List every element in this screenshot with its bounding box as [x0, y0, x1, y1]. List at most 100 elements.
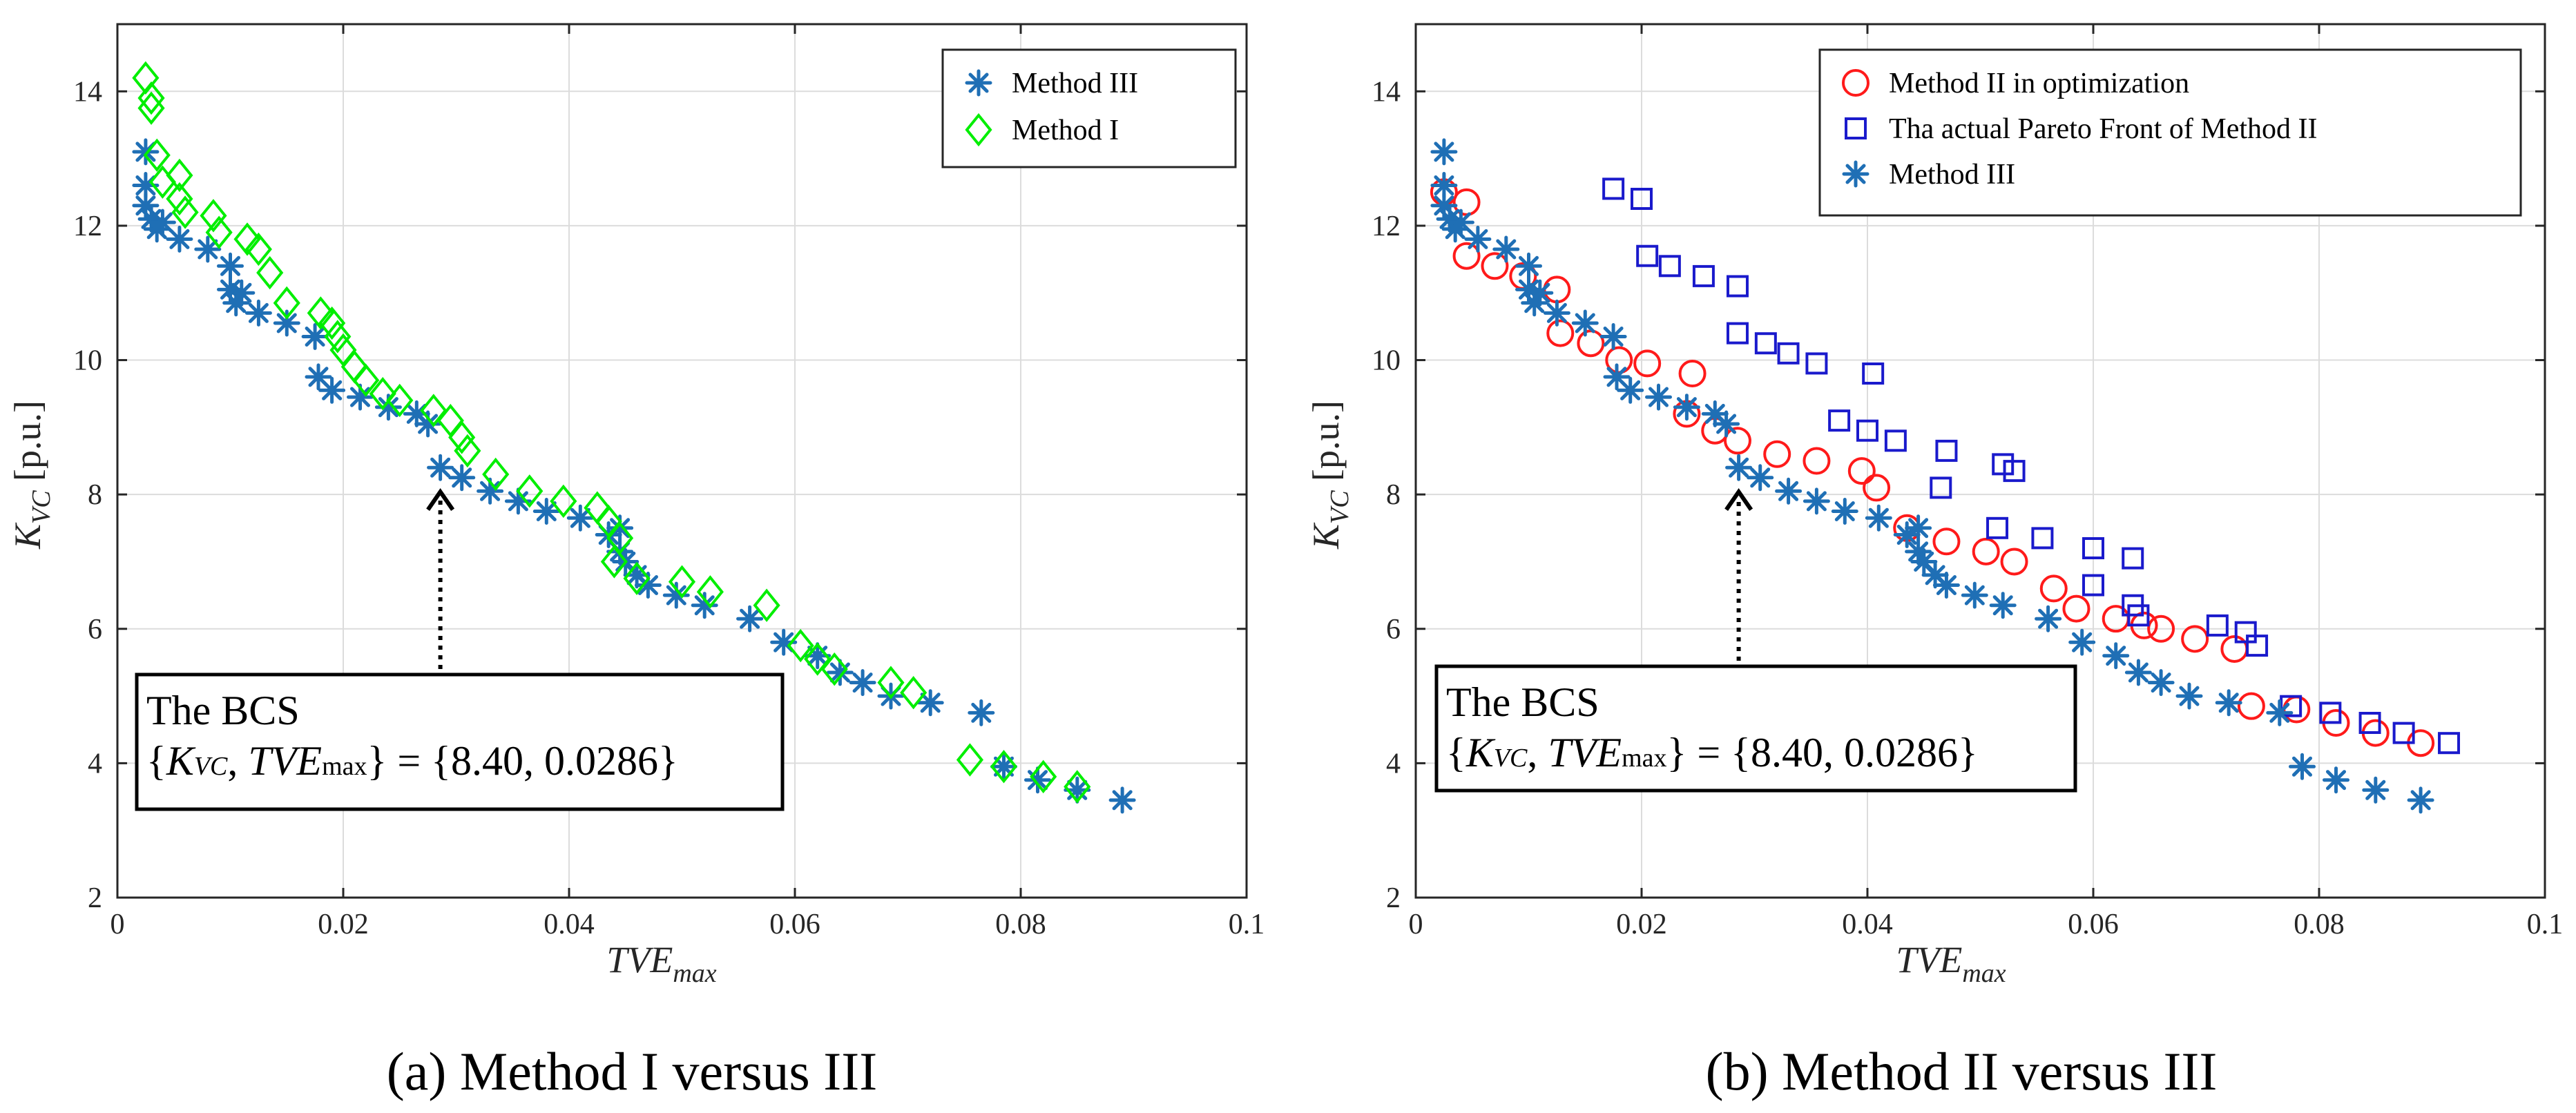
data-point [900, 676, 927, 710]
annotation-box [135, 672, 785, 811]
data-point [166, 158, 193, 193]
data-point [318, 306, 346, 340]
data-point [1723, 427, 1751, 455]
data-point [826, 659, 854, 686]
data-point [273, 309, 300, 337]
x-tick-label: 0 [110, 909, 125, 940]
data-point [1754, 332, 1777, 355]
annotation-k-sub: VC [1494, 744, 1528, 773]
data-point [1447, 209, 1474, 236]
data-point [318, 376, 346, 404]
series-asterisk [1430, 138, 2434, 814]
data-point [1935, 439, 1958, 462]
y-tick-label: 4 [1386, 748, 1401, 780]
x-tick-label: 0.06 [2068, 909, 2119, 940]
data-point [1932, 528, 1961, 556]
data-point [233, 222, 261, 256]
data-point [477, 477, 504, 505]
data-point [2289, 753, 2316, 780]
data-point [1921, 561, 1949, 589]
y-axis-label: KVC [p.u.] [1305, 400, 1354, 550]
data-point [1961, 581, 1988, 609]
data-point [804, 642, 832, 670]
data-point [2237, 692, 2265, 720]
x-axis-label-main: TVE [1896, 939, 1962, 980]
data-point [217, 275, 244, 303]
legend-box [1818, 48, 2522, 217]
data-point [1989, 592, 2017, 619]
data-point [194, 235, 222, 263]
y-tick-label: 12 [1372, 211, 1401, 242]
data-point [403, 400, 430, 427]
data-point [1436, 205, 1463, 233]
y-tick-label: 14 [1372, 76, 1401, 108]
annotation-tve-sub: max [322, 752, 367, 781]
legend-label: Method I [1012, 115, 1119, 146]
series-square [1602, 177, 2461, 755]
legend-label: Tha actual Pareto Front of Method II [1889, 113, 2317, 145]
x-tick-label: 0.1 [1229, 909, 1265, 940]
data-point [1430, 192, 1458, 220]
data-point [2124, 659, 2152, 686]
data-point [550, 484, 577, 519]
data-point [691, 592, 718, 619]
data-point [1464, 225, 1492, 253]
annotation-value: {KVC, TVEmax} = {8.40, 0.0286} [146, 738, 678, 784]
data-point [2039, 574, 2068, 603]
data-point [1543, 299, 1570, 327]
chart-caption: (b) Method II versus III [1706, 1041, 2218, 1101]
annotation-value: {KVC, TVEmax} = {8.40, 0.0286} [1446, 730, 1978, 775]
annotation-title: The BCS [1446, 679, 1599, 725]
data-point [454, 434, 481, 468]
x-axis-label-main: TVE [606, 939, 673, 980]
data-point [305, 363, 332, 391]
y-tick-label: 12 [73, 211, 102, 242]
data-point [1828, 409, 1851, 432]
data-point [448, 420, 476, 454]
data-point [2147, 614, 2175, 643]
annotation-arrow-head [426, 487, 455, 511]
data-point [600, 545, 628, 579]
y-tick-label: 6 [88, 614, 102, 646]
data-point [2407, 786, 2434, 814]
data-point [137, 205, 165, 233]
data-point [2175, 682, 2203, 710]
y-tick-label: 8 [88, 479, 102, 511]
data-point [1064, 770, 1091, 804]
data-point [1777, 342, 1800, 365]
data-point [1571, 309, 1599, 337]
data-point [2082, 537, 2104, 559]
data-point [990, 753, 1017, 780]
data-point [324, 320, 352, 354]
data-point [2000, 548, 2028, 576]
data-point [1603, 363, 1631, 391]
data-point [1599, 323, 1627, 350]
data-point [849, 669, 876, 697]
data-point [1692, 264, 1715, 287]
x-tick-label: 0.06 [769, 909, 820, 940]
annotation-title: The BCS [146, 688, 300, 733]
x-tick-label: 0.04 [1842, 909, 1893, 940]
data-point [2062, 594, 2090, 623]
data-point [623, 561, 651, 589]
data-point [347, 383, 374, 411]
data-point [2031, 527, 2054, 550]
y-tick-label: 2 [88, 882, 102, 914]
legend-box [941, 48, 1237, 168]
data-point [2266, 699, 2294, 726]
data-point [2122, 547, 2144, 570]
data-point [148, 209, 176, 236]
series-diamond [132, 61, 1091, 804]
annotation-tve-symbol: TVE [1548, 730, 1622, 775]
data-point [1910, 548, 1938, 575]
x-tick-label: 0.1 [2527, 909, 2564, 940]
data-point [1452, 242, 1481, 270]
data-point [916, 689, 944, 717]
data-point [137, 91, 165, 125]
y-tick-label: 4 [88, 748, 102, 780]
data-point [1847, 457, 1876, 485]
data-point [504, 487, 532, 515]
data-point [222, 289, 250, 317]
y-tick-label: 10 [73, 345, 102, 377]
legend-marker [1842, 160, 1869, 188]
